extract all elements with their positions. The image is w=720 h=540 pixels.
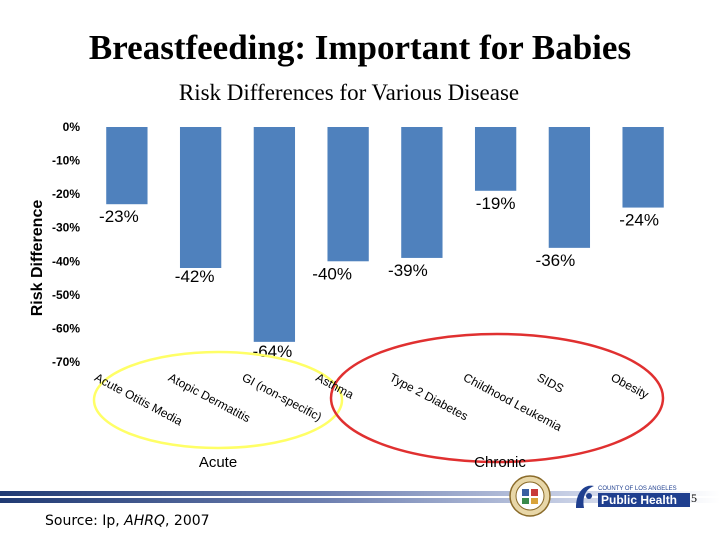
group-label-acute: Acute (199, 454, 237, 470)
acute-group-ellipse (92, 350, 344, 450)
public-health-logo: COUNTY OF LOS ANGELES Public Health (576, 485, 690, 508)
y-tick-label: -60% (52, 321, 80, 335)
y-tick-label: -50% (52, 288, 80, 302)
y-tick-label: -20% (52, 187, 80, 201)
bar (253, 127, 296, 342)
source-prefix: Source: Ip, (45, 513, 125, 529)
data-label: -64% (253, 342, 293, 361)
category-label: SIDS (535, 370, 566, 396)
data-label: -42% (175, 267, 215, 286)
y-tick-label: -30% (52, 221, 80, 235)
category-label: Obesity (609, 370, 651, 401)
bar (179, 127, 222, 268)
data-label: -36% (536, 251, 576, 270)
public-health-mark-icon (576, 485, 594, 508)
y-tick-label: -40% (52, 254, 80, 268)
bar-chart: Risk Difference 0% -10% -20% -30% -40% -50% -6… (29, 120, 665, 470)
category-label: Type 2 Diabetes (387, 370, 470, 423)
y-tick-label: -10% (52, 154, 80, 168)
chronic-group-ellipse (329, 332, 665, 464)
slide-number: 5 (691, 491, 697, 505)
bar (401, 127, 443, 258)
logo-main-text: Public Health (601, 493, 677, 507)
y-tick-label: 0% (63, 120, 81, 134)
slide-title: Breastfeeding: Important for Babies (88, 28, 632, 67)
y-axis-label: Risk Difference (29, 200, 46, 317)
group-label-chronic: Chronic (474, 454, 526, 470)
data-label: -24% (619, 211, 659, 230)
category-label: Asthma (314, 370, 357, 402)
data-label: -40% (312, 264, 352, 283)
data-label: -23% (99, 207, 139, 226)
logo-org-text: COUNTY OF LOS ANGELES (598, 486, 677, 492)
source-suffix: , 2007 (165, 513, 210, 529)
bar (106, 127, 148, 205)
bar (548, 127, 591, 248)
bar (474, 127, 517, 191)
county-seal-icon (509, 475, 551, 517)
source-journal: AHRQ (124, 513, 166, 529)
category-label: GI (non-specific) (240, 370, 324, 424)
chart-title: Risk Differences for Various Disease (178, 80, 520, 105)
bar (622, 127, 664, 208)
data-label: -19% (476, 194, 516, 213)
source-note: Source: Ip, AHRQ, 2007 (45, 513, 210, 529)
y-tick-label: -70% (52, 355, 80, 369)
data-label: -39% (388, 261, 428, 280)
bar (327, 127, 369, 262)
